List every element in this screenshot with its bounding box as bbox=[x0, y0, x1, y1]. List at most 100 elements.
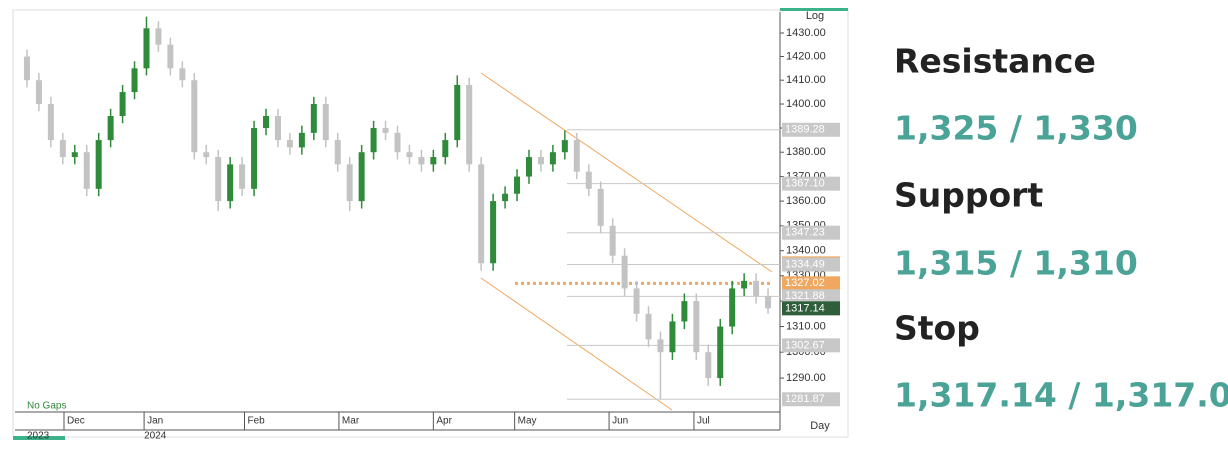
candle-body bbox=[394, 132, 401, 153]
y-tick-label: 1430.00 bbox=[786, 27, 826, 39]
level-label: 1367.10 bbox=[785, 178, 825, 190]
candle-body bbox=[382, 128, 389, 133]
candle-body bbox=[549, 152, 556, 165]
x-tick-label: May bbox=[518, 416, 537, 427]
level-tag bbox=[782, 176, 840, 191]
level-label: 1347.23 bbox=[785, 227, 825, 239]
candle-body bbox=[358, 152, 365, 202]
candle-body bbox=[430, 157, 437, 165]
candle-body bbox=[454, 84, 461, 141]
panel-label: Resistance bbox=[894, 42, 1096, 81]
candle-body bbox=[310, 104, 317, 133]
level-label: 1302.67 bbox=[785, 339, 825, 351]
candle-body bbox=[71, 152, 78, 158]
level-tag bbox=[782, 122, 840, 137]
candle-body bbox=[191, 80, 198, 153]
level-tag bbox=[782, 301, 840, 316]
panel-value: 1,325 / 1,330 bbox=[894, 109, 1138, 148]
level-label: 1321.88 bbox=[785, 290, 825, 302]
candle-body bbox=[609, 225, 616, 256]
period-label: Day bbox=[810, 420, 830, 432]
candle-body bbox=[525, 157, 532, 177]
decor bbox=[13, 436, 65, 440]
level-label: 1317.14 bbox=[785, 302, 825, 314]
channel-line bbox=[480, 72, 773, 273]
candle-body bbox=[717, 326, 724, 379]
candle-body bbox=[478, 164, 485, 264]
candle-body bbox=[203, 152, 210, 158]
x-tick-label: Mar bbox=[342, 416, 360, 427]
candle-body bbox=[669, 321, 676, 353]
candle-body bbox=[131, 68, 138, 93]
level-tag bbox=[782, 392, 840, 407]
level-label: 1281.87 bbox=[785, 393, 825, 405]
candle-body bbox=[537, 157, 544, 165]
candle-body bbox=[490, 201, 497, 264]
candle-body bbox=[729, 288, 736, 327]
candle-body bbox=[573, 140, 580, 172]
scale-label: Log bbox=[806, 10, 824, 22]
panel-label: Support bbox=[894, 176, 1043, 215]
candle-body bbox=[621, 255, 628, 289]
candle-body bbox=[286, 140, 293, 148]
candle-body bbox=[298, 132, 305, 148]
candle-body bbox=[143, 28, 150, 69]
channel-line bbox=[480, 277, 673, 411]
y-tick-label: 1360.00 bbox=[786, 195, 826, 207]
candle-body bbox=[370, 128, 377, 153]
candle-body bbox=[657, 339, 664, 353]
candle-body bbox=[765, 296, 772, 309]
candle-body bbox=[119, 92, 126, 117]
year-label: 2024 bbox=[144, 431, 167, 442]
candle-body bbox=[251, 128, 258, 189]
candle-body bbox=[322, 104, 329, 141]
decor bbox=[780, 8, 848, 11]
candle-body bbox=[466, 84, 473, 165]
candle-body bbox=[155, 28, 162, 45]
level-label: 1334.49 bbox=[785, 258, 825, 270]
x-tick-label: Jul bbox=[697, 416, 710, 427]
candle-body bbox=[167, 44, 174, 69]
candle-body bbox=[35, 80, 42, 105]
y-tick-label: 1400.00 bbox=[786, 98, 826, 110]
y-tick-label: 1410.00 bbox=[786, 74, 826, 86]
candle-body bbox=[406, 152, 413, 158]
candle-body bbox=[215, 157, 222, 202]
panel-value: 1,315 / 1,310 bbox=[894, 244, 1138, 283]
candle-body bbox=[597, 188, 604, 226]
candle-body bbox=[681, 301, 688, 322]
level-tag bbox=[782, 289, 840, 304]
candle-body bbox=[418, 157, 425, 165]
candle-body bbox=[107, 116, 114, 141]
candle-body bbox=[693, 301, 700, 353]
level-tag bbox=[782, 225, 840, 240]
x-tick-label: Apr bbox=[436, 416, 452, 427]
candle-body bbox=[633, 288, 640, 314]
level-tag bbox=[782, 338, 840, 353]
candle-body bbox=[705, 352, 712, 379]
x-tick-label: Jan bbox=[147, 416, 163, 427]
candle-body bbox=[274, 116, 281, 141]
annotation: No Gaps bbox=[27, 401, 66, 412]
year-label: 2023 bbox=[27, 431, 50, 442]
candle-body bbox=[442, 140, 449, 158]
candle-body bbox=[645, 313, 652, 340]
level-tag bbox=[782, 276, 840, 291]
level-label: 1327.02 bbox=[785, 277, 825, 289]
candle-body bbox=[227, 164, 234, 202]
y-tick-label: 1310.00 bbox=[786, 320, 826, 332]
level-label: 1389.28 bbox=[785, 124, 825, 136]
y-tick-label: 1290.00 bbox=[786, 372, 826, 384]
candle-body bbox=[239, 164, 246, 189]
candle-body bbox=[95, 140, 102, 189]
candle-body bbox=[23, 56, 30, 81]
candle-body bbox=[561, 140, 568, 153]
candle-body bbox=[334, 140, 341, 165]
candle-body bbox=[47, 104, 54, 141]
candle-body bbox=[741, 280, 748, 289]
y-tick-label: 1340.00 bbox=[786, 245, 826, 257]
level-tag bbox=[782, 257, 840, 272]
candle-body bbox=[263, 116, 270, 129]
